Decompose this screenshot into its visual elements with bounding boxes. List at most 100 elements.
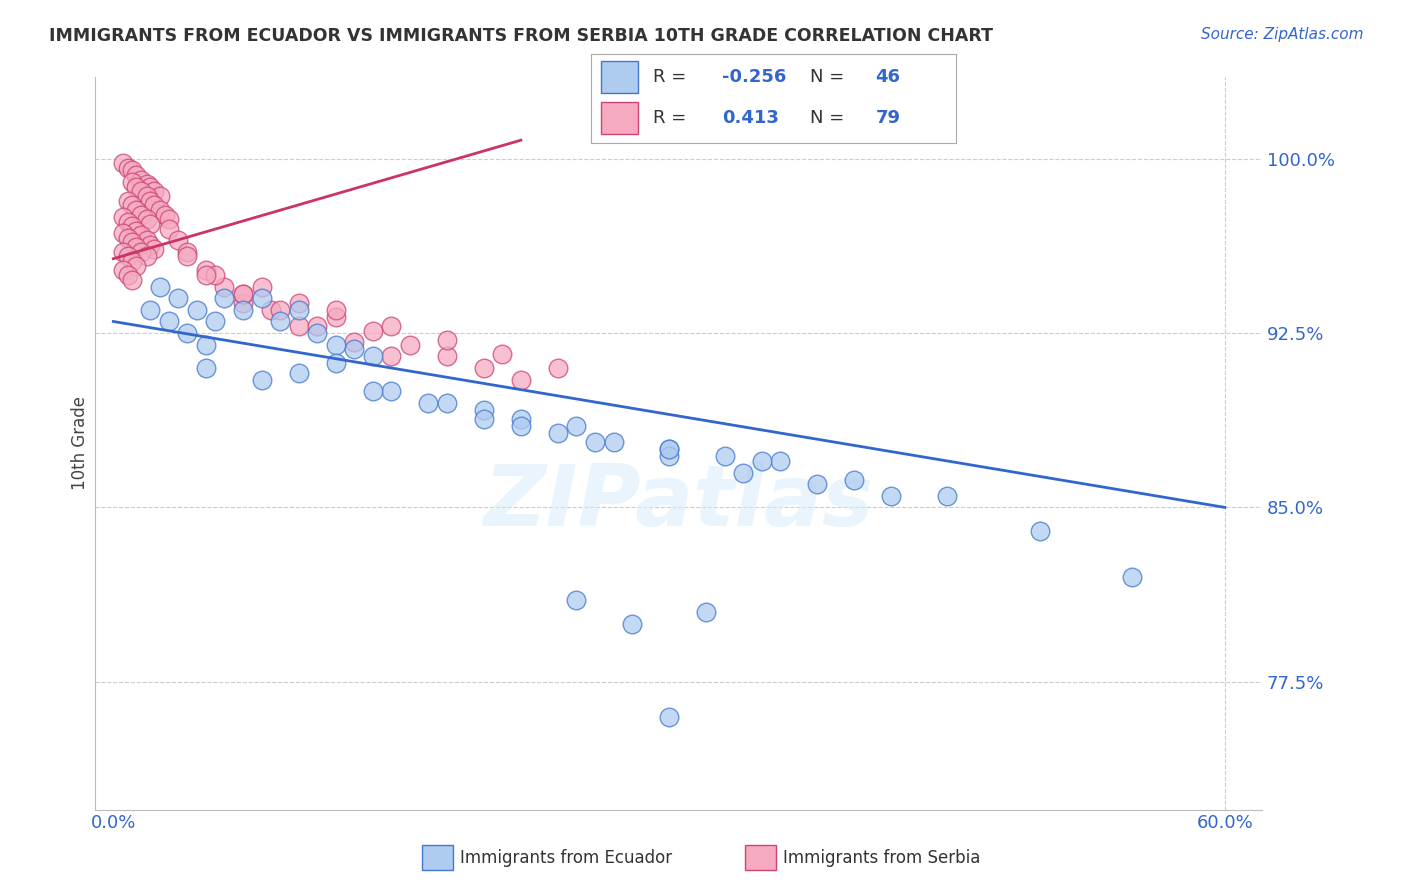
Point bbox=[343, 335, 366, 350]
Point bbox=[472, 412, 495, 426]
Point bbox=[936, 489, 959, 503]
Point bbox=[1121, 570, 1143, 584]
Point bbox=[509, 373, 531, 387]
Point bbox=[325, 337, 347, 351]
Point bbox=[129, 244, 152, 259]
Point bbox=[398, 337, 420, 351]
Point bbox=[143, 198, 166, 212]
Point bbox=[124, 240, 146, 254]
Point bbox=[214, 279, 236, 293]
Point bbox=[121, 198, 143, 212]
Point bbox=[186, 302, 208, 317]
FancyBboxPatch shape bbox=[602, 102, 638, 134]
Point bbox=[167, 233, 190, 247]
Point bbox=[436, 396, 458, 410]
Point bbox=[751, 454, 773, 468]
Point bbox=[139, 217, 162, 231]
Point bbox=[194, 263, 217, 277]
Point bbox=[111, 210, 134, 224]
Point bbox=[287, 296, 309, 310]
Point bbox=[287, 319, 309, 334]
Y-axis label: 10th Grade: 10th Grade bbox=[72, 396, 89, 491]
Point bbox=[658, 450, 681, 464]
Point bbox=[139, 237, 162, 252]
Point bbox=[806, 477, 828, 491]
Point bbox=[214, 291, 236, 305]
Point bbox=[250, 291, 273, 305]
Point bbox=[121, 235, 143, 250]
Point bbox=[491, 347, 513, 361]
Point bbox=[287, 366, 309, 380]
Point bbox=[129, 228, 152, 243]
Text: -0.256: -0.256 bbox=[723, 68, 786, 86]
Point bbox=[157, 221, 180, 235]
Point bbox=[117, 161, 139, 175]
Point bbox=[325, 356, 347, 370]
Point bbox=[269, 302, 291, 317]
Point bbox=[194, 268, 217, 282]
Point bbox=[361, 349, 384, 363]
Point bbox=[733, 466, 755, 480]
Point bbox=[117, 231, 139, 245]
Point bbox=[658, 709, 681, 723]
Text: R =: R = bbox=[652, 68, 686, 86]
Point bbox=[695, 605, 717, 619]
Point bbox=[111, 156, 134, 170]
Point bbox=[232, 302, 254, 317]
Point bbox=[509, 419, 531, 434]
Point bbox=[135, 189, 157, 203]
Point bbox=[135, 233, 157, 247]
Point bbox=[232, 286, 254, 301]
Point bbox=[117, 194, 139, 208]
Point bbox=[565, 419, 588, 434]
Point bbox=[658, 442, 681, 457]
Point bbox=[472, 361, 495, 376]
Point bbox=[380, 384, 402, 399]
Point bbox=[153, 208, 176, 222]
Point bbox=[325, 302, 347, 317]
Point bbox=[621, 616, 644, 631]
Point bbox=[129, 184, 152, 198]
Point bbox=[129, 208, 152, 222]
Point bbox=[157, 212, 180, 227]
Point bbox=[844, 473, 866, 487]
Text: Immigrants from Serbia: Immigrants from Serbia bbox=[783, 849, 980, 867]
Point bbox=[287, 302, 309, 317]
Point bbox=[117, 268, 139, 282]
Point bbox=[418, 396, 440, 410]
Text: Immigrants from Ecuador: Immigrants from Ecuador bbox=[460, 849, 672, 867]
Point bbox=[124, 168, 146, 182]
Point bbox=[1028, 524, 1050, 538]
Point bbox=[111, 263, 134, 277]
Point bbox=[361, 324, 384, 338]
Point bbox=[117, 214, 139, 228]
Point bbox=[139, 179, 162, 194]
Point bbox=[436, 349, 458, 363]
Point bbox=[232, 296, 254, 310]
Point bbox=[135, 249, 157, 263]
Point bbox=[121, 163, 143, 178]
Point bbox=[565, 593, 588, 607]
Point bbox=[472, 402, 495, 417]
Point bbox=[143, 243, 166, 257]
Point bbox=[307, 319, 329, 334]
Point bbox=[117, 249, 139, 263]
Point bbox=[250, 279, 273, 293]
Point bbox=[143, 184, 166, 198]
Point bbox=[139, 194, 162, 208]
Point bbox=[121, 272, 143, 286]
Text: R =: R = bbox=[652, 109, 686, 127]
Text: N =: N = bbox=[810, 68, 844, 86]
Point bbox=[658, 442, 681, 457]
Point bbox=[149, 202, 172, 217]
Point bbox=[176, 326, 198, 340]
Point bbox=[167, 291, 190, 305]
Point bbox=[194, 337, 217, 351]
Point bbox=[325, 310, 347, 324]
Point bbox=[194, 361, 217, 376]
Point bbox=[602, 435, 624, 450]
Point bbox=[361, 384, 384, 399]
Point bbox=[583, 435, 606, 450]
Point bbox=[713, 450, 735, 464]
FancyBboxPatch shape bbox=[602, 61, 638, 93]
